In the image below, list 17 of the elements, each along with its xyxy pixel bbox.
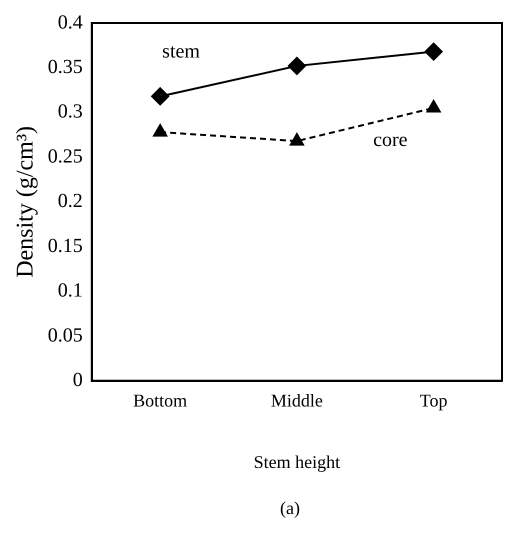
y-tick-label: 0 [72,369,83,392]
text: (a) [279,498,301,519]
y-tick-label: 0.3 [58,100,83,123]
y-tick-label: 0.2 [58,190,83,212]
x-tick-label: Middle [270,390,323,410]
y-tick-label: 0.05 [48,324,83,346]
y-tick-label: 0.15 [48,234,83,257]
y-axis-title: Density (g/cm³) [12,126,39,278]
y-tick-label: 0.1 [58,280,83,302]
x-tick-label: Bottom [133,390,188,410]
x-tick-label: Top [420,390,448,410]
y-tick-label: 0.35 [48,56,83,78]
y-tick-label: 0.4 [58,11,83,34]
x-axis-title: Stem height [254,452,340,472]
series-label: core [373,128,408,151]
series-label: stem [162,40,200,63]
y-tick-label: 0.25 [48,145,83,168]
